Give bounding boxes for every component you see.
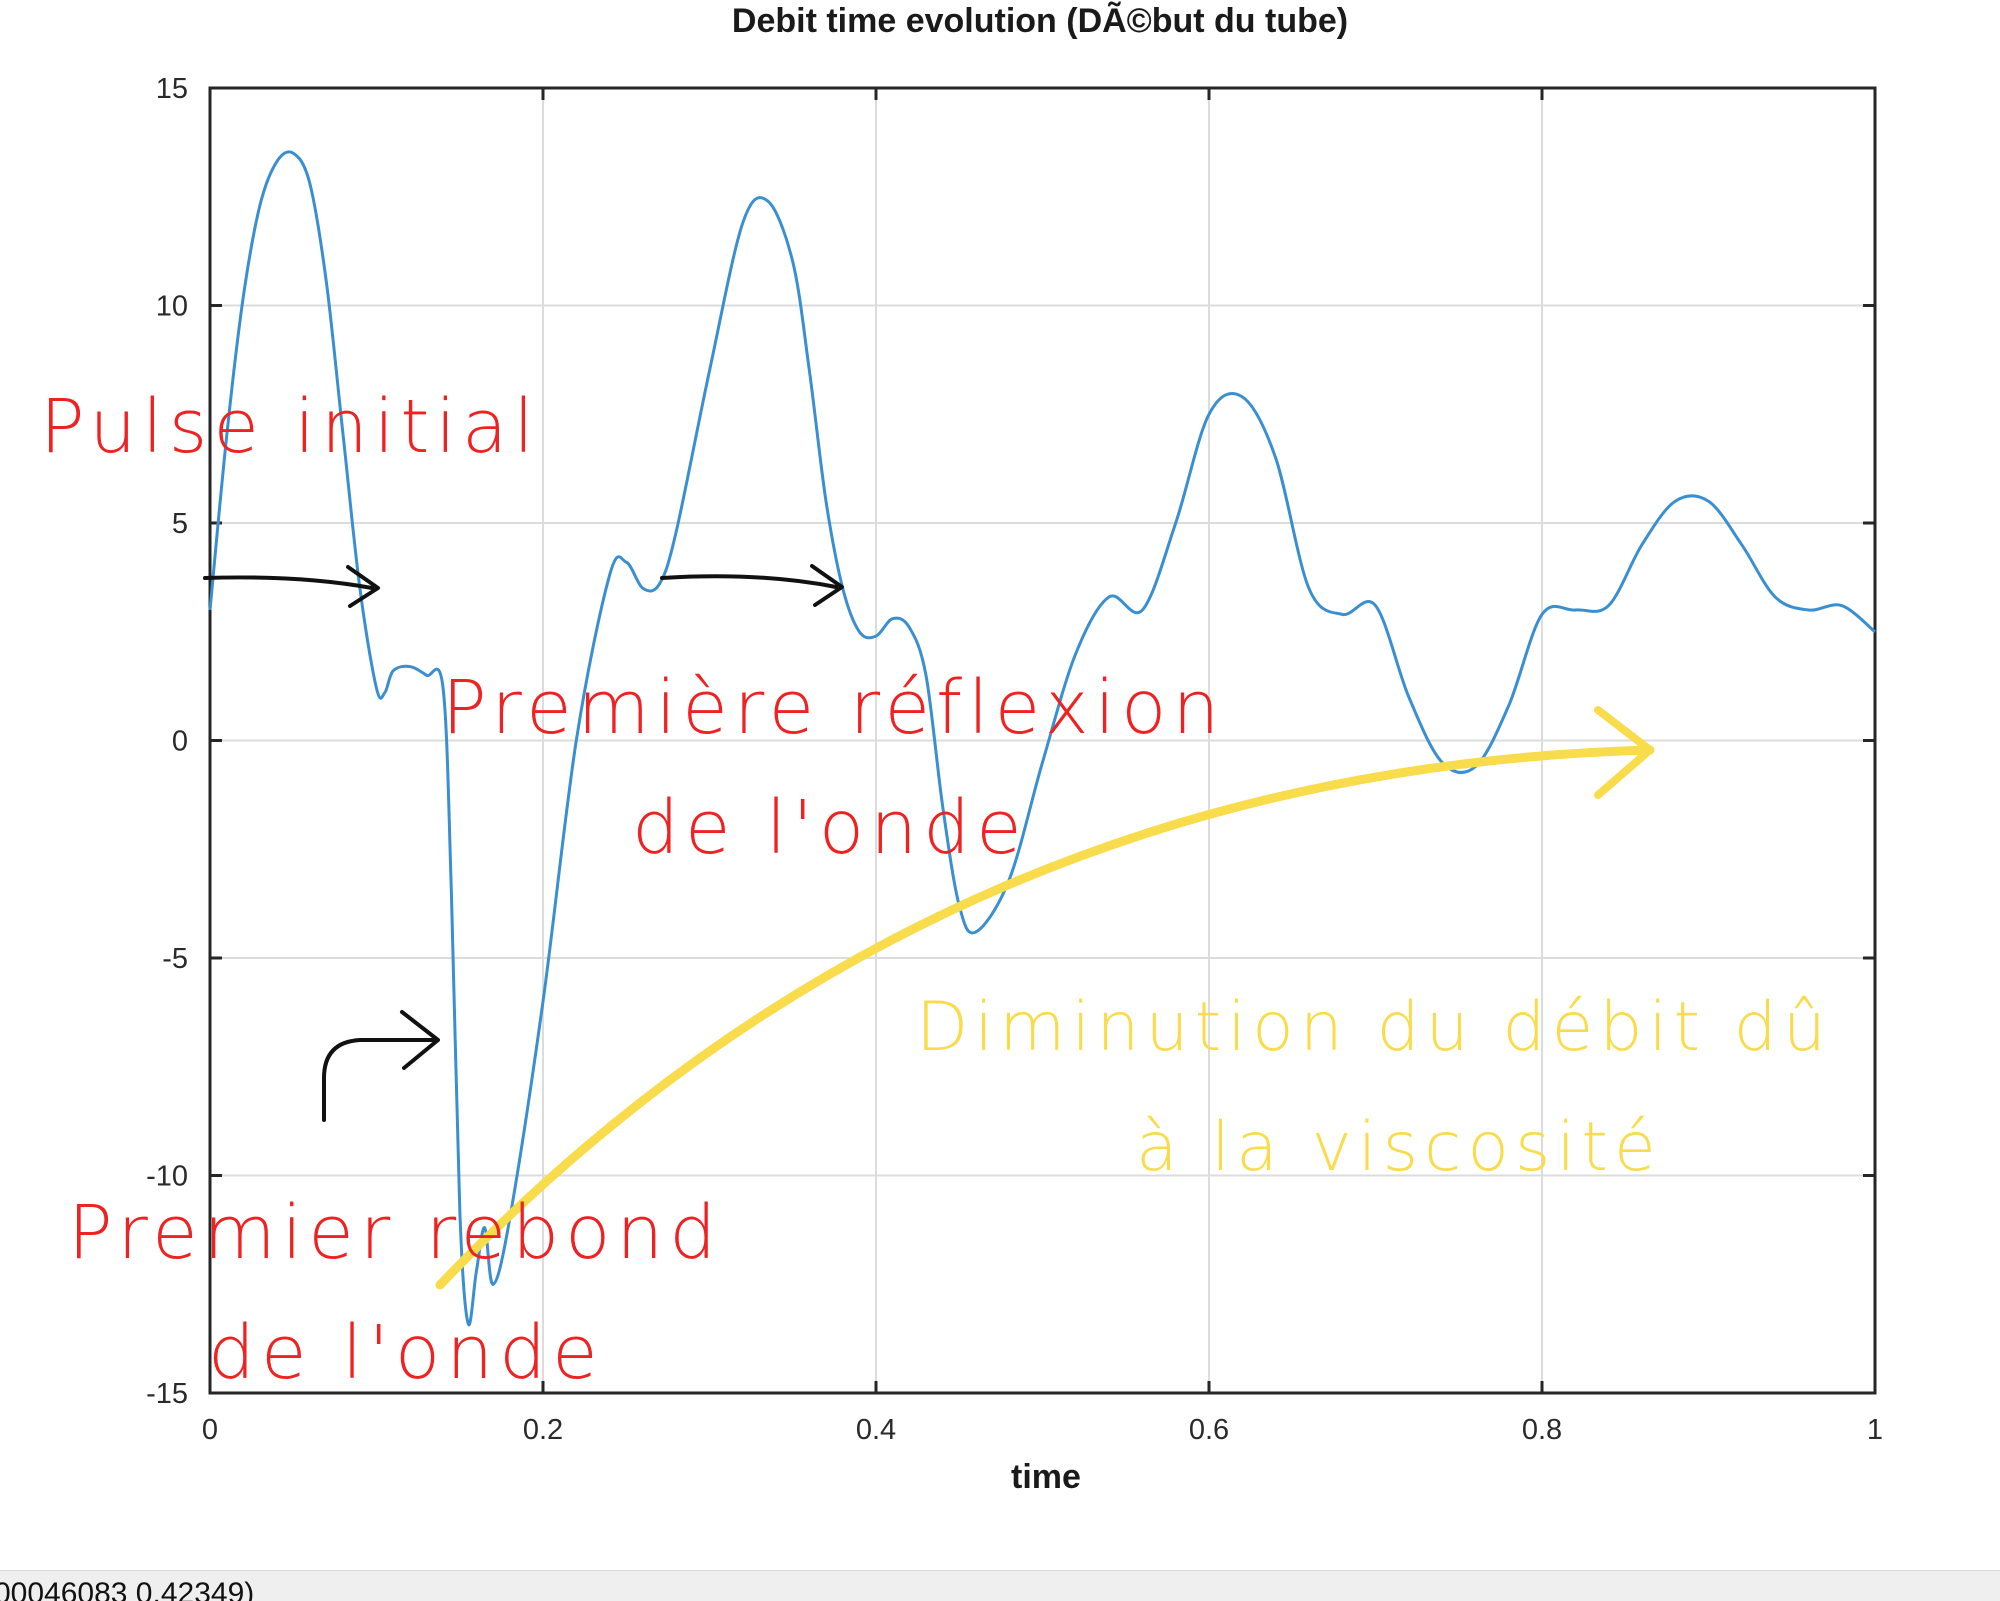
black-arrow-rebond: [322, 1010, 440, 1122]
annotation-viscosite-line2: à la viscosité: [1136, 1108, 1662, 1187]
status-bar: 00046083 0.42349): [0, 1570, 2000, 1601]
yellow-arrow-curve: [435, 745, 1655, 1290]
y-tick-label: 0: [172, 726, 188, 758]
y-tick-label: -5: [162, 943, 188, 975]
x-tick-label: 0.2: [523, 1414, 563, 1446]
annotation-viscosite-line1: Diminution du débit dû: [916, 988, 1832, 1067]
y-tick-label: 10: [156, 291, 188, 323]
annotation-pulse-initial: Pulse initial: [40, 384, 540, 470]
y-tick-label: 15: [156, 73, 188, 105]
black-arrow-reflexion: [660, 564, 844, 607]
x-tick-label: 0.6: [1189, 1414, 1229, 1446]
annotation-rebond-line2: de l'onde: [208, 1310, 604, 1396]
black-arrow-pulse: [203, 565, 380, 608]
status-coordinates: 00046083 0.42349): [0, 1577, 255, 1601]
annotation-rebond-line1: Premier rebond: [68, 1190, 722, 1276]
series-line-0: [208, 150, 1876, 1327]
x-tick-label: 0.4: [856, 1414, 896, 1446]
chart-title: Debit time evolution (DÃ©but du tube): [732, 2, 1348, 40]
x-axis-label: time: [1011, 1458, 1081, 1496]
y-tick-labels: 15 10 5 0 -5 -10 -15: [146, 73, 188, 1410]
y-tick-label: 5: [172, 508, 188, 540]
series-layer: [208, 150, 1876, 1327]
tick-marks: [208, 86, 1877, 1395]
x-tick-label: 0.8: [1522, 1414, 1562, 1446]
annotation-reflexion-line1: Première réflexion: [442, 665, 1225, 751]
annotations: Pulse initial Première réflexion de l'on…: [40, 384, 1832, 1396]
y-tick-label: -10: [146, 1161, 188, 1193]
x-tick-label: 0: [202, 1414, 218, 1446]
y-tick-label: -15: [146, 1378, 188, 1410]
annotation-reflexion-line2: de l'onde: [632, 785, 1028, 871]
x-tick-label: 1: [1867, 1414, 1883, 1446]
grid: [209, 87, 1876, 1394]
yellow-arrow-head: [1594, 706, 1654, 799]
x-tick-labels: 0 0.2 0.4 0.6 0.8 1: [202, 1414, 1883, 1446]
